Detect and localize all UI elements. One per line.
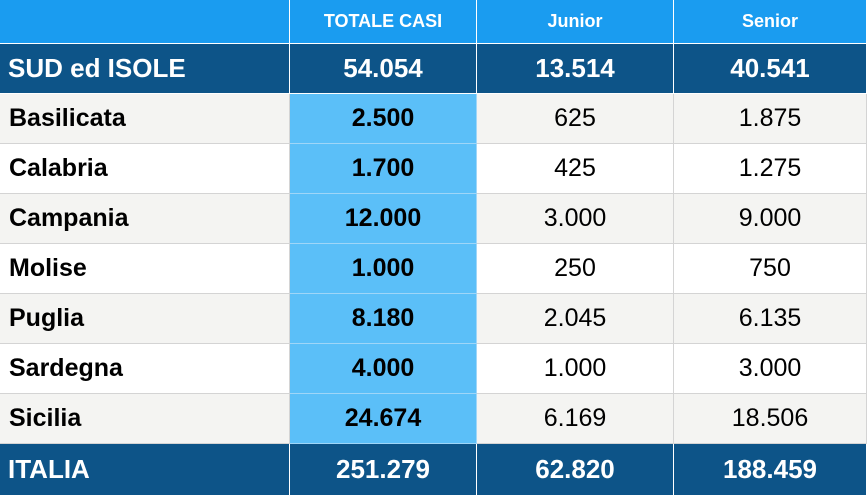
header-corner-cell	[0, 0, 290, 44]
row-label-campania: Campania	[0, 194, 290, 244]
summary-top-senior: 40.541	[674, 44, 867, 94]
header-totale-casi: TOTALE CASI	[290, 0, 477, 44]
row-totale-sardegna: 4.000	[290, 344, 477, 394]
row-senior-molise: 750	[674, 244, 867, 294]
row-junior-campania: 3.000	[477, 194, 674, 244]
summary-top-label: SUD ed ISOLE	[0, 44, 290, 94]
header-junior: Junior	[477, 0, 674, 44]
row-junior-puglia: 2.045	[477, 294, 674, 344]
row-label-molise: Molise	[0, 244, 290, 294]
row-senior-basilicata: 1.875	[674, 94, 867, 144]
summary-top-junior: 13.514	[477, 44, 674, 94]
row-label-basilicata: Basilicata	[0, 94, 290, 144]
row-totale-sicilia: 24.674	[290, 394, 477, 444]
row-junior-sicilia: 6.169	[477, 394, 674, 444]
summary-bottom-senior: 188.459	[674, 444, 867, 496]
summary-bottom-totale: 251.279	[290, 444, 477, 496]
summary-bottom-junior: 62.820	[477, 444, 674, 496]
row-label-puglia: Puglia	[0, 294, 290, 344]
row-senior-puglia: 6.135	[674, 294, 867, 344]
row-label-calabria: Calabria	[0, 144, 290, 194]
summary-top-totale: 54.054	[290, 44, 477, 94]
row-totale-calabria: 1.700	[290, 144, 477, 194]
row-senior-campania: 9.000	[674, 194, 867, 244]
row-totale-campania: 12.000	[290, 194, 477, 244]
row-junior-molise: 250	[477, 244, 674, 294]
header-senior: Senior	[674, 0, 867, 44]
row-senior-calabria: 1.275	[674, 144, 867, 194]
row-totale-puglia: 8.180	[290, 294, 477, 344]
row-label-sardegna: Sardegna	[0, 344, 290, 394]
row-totale-molise: 1.000	[290, 244, 477, 294]
summary-bottom-label: ITALIA	[0, 444, 290, 496]
row-junior-sardegna: 1.000	[477, 344, 674, 394]
row-senior-sardegna: 3.000	[674, 344, 867, 394]
row-totale-basilicata: 2.500	[290, 94, 477, 144]
row-junior-calabria: 425	[477, 144, 674, 194]
row-label-sicilia: Sicilia	[0, 394, 290, 444]
row-senior-sicilia: 18.506	[674, 394, 867, 444]
row-junior-basilicata: 625	[477, 94, 674, 144]
